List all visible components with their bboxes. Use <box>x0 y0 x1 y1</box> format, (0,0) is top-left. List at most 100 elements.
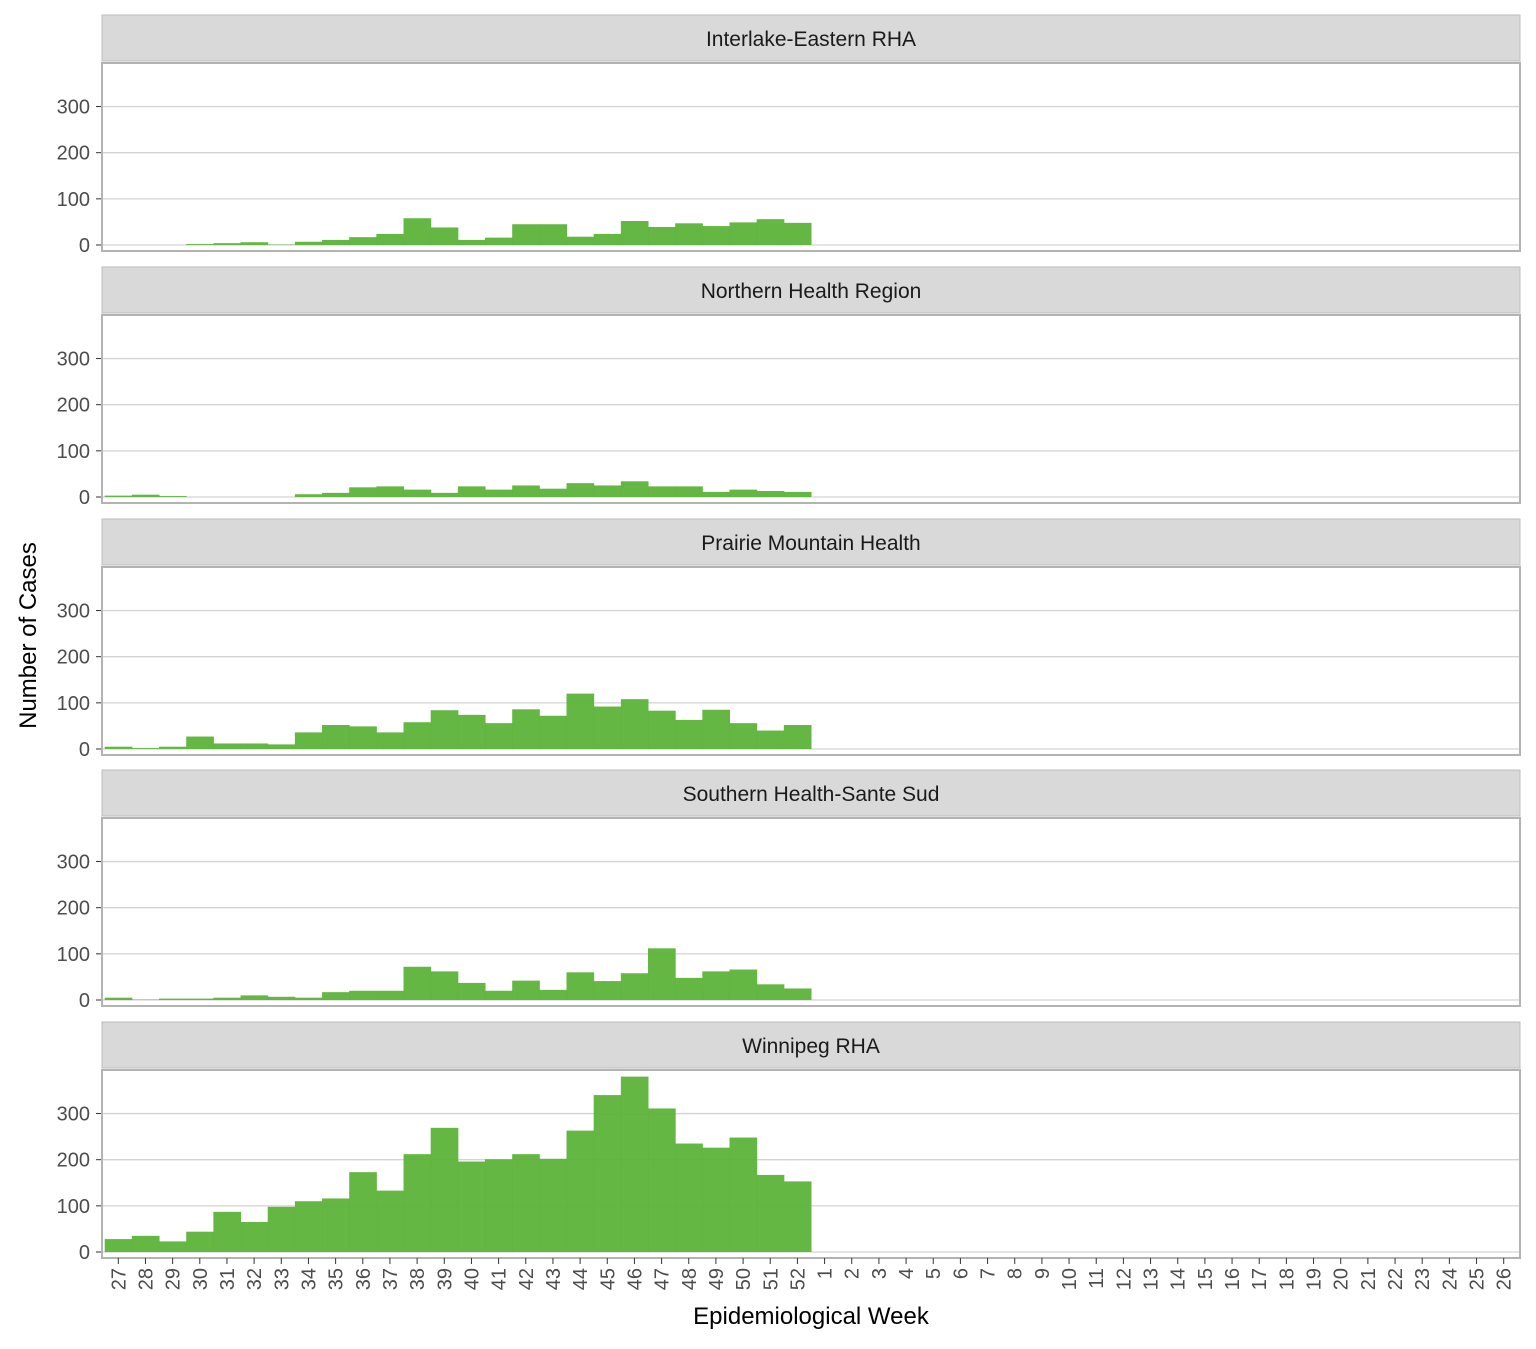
bar <box>295 998 323 1000</box>
bar <box>621 973 649 1000</box>
x-tick-label: 29 <box>163 1268 185 1290</box>
y-axis-title: Number of Cases <box>15 542 42 729</box>
bar <box>512 1154 540 1252</box>
bar <box>730 222 758 245</box>
bar <box>648 711 676 749</box>
bar <box>132 495 160 497</box>
bar <box>186 737 214 749</box>
bar <box>757 491 785 497</box>
x-tick-label: 16 <box>1222 1268 1244 1290</box>
y-tick-label: 200 <box>57 898 90 920</box>
bar <box>431 493 459 497</box>
bar <box>458 1162 486 1252</box>
bar <box>757 219 785 245</box>
bar <box>621 481 649 497</box>
bar <box>594 707 622 749</box>
bar <box>349 991 377 1000</box>
bar <box>376 1191 404 1252</box>
x-tick-label: 24 <box>1439 1268 1461 1290</box>
x-tick-label: 27 <box>108 1268 130 1290</box>
bar <box>730 490 758 497</box>
bar <box>159 747 187 749</box>
x-tick-label: 34 <box>298 1268 320 1290</box>
bar <box>458 715 486 749</box>
bar <box>512 709 540 749</box>
bar <box>268 744 296 749</box>
bar <box>241 743 269 749</box>
bar <box>213 743 241 749</box>
x-tick-label: 3 <box>869 1268 891 1279</box>
bar <box>431 971 459 1000</box>
bar <box>404 967 432 1000</box>
x-tick-label: 23 <box>1412 1268 1434 1290</box>
x-tick-label: 48 <box>679 1268 701 1290</box>
bar <box>702 1148 730 1252</box>
bar <box>567 972 595 1000</box>
bar <box>675 720 703 749</box>
x-tick-label: 32 <box>244 1268 266 1290</box>
x-tick-label: 7 <box>978 1268 1000 1279</box>
bar <box>349 726 377 749</box>
y-tick-label: 0 <box>79 235 90 257</box>
bar <box>730 1138 758 1252</box>
bar <box>295 242 323 245</box>
bar <box>322 493 350 497</box>
y-tick-label: 100 <box>57 693 90 715</box>
x-tick-label: 11 <box>1086 1268 1108 1289</box>
x-tick-label: 5 <box>923 1268 945 1279</box>
x-tick-label: 4 <box>896 1268 918 1279</box>
bar <box>132 1236 160 1252</box>
plot-area <box>102 315 1520 503</box>
bar <box>295 732 323 749</box>
bar <box>567 1131 595 1252</box>
bar <box>322 992 350 1000</box>
x-tick-label: 44 <box>570 1268 592 1290</box>
bar <box>268 1207 296 1252</box>
y-tick-label: 200 <box>57 647 90 669</box>
bar <box>186 244 214 245</box>
bar <box>105 1239 133 1252</box>
bar <box>376 234 404 245</box>
y-tick-label: 100 <box>57 944 90 966</box>
bar <box>648 227 676 245</box>
bar <box>621 699 649 749</box>
y-tick-label: 200 <box>57 1150 90 1172</box>
bar <box>485 1159 513 1252</box>
bar <box>675 223 703 245</box>
bar <box>349 487 377 497</box>
y-tick-label: 0 <box>79 990 90 1012</box>
x-tick-label: 41 <box>489 1268 511 1290</box>
x-tick-label: 42 <box>516 1268 538 1290</box>
bar <box>431 710 459 749</box>
x-tick-label: 26 <box>1494 1268 1516 1290</box>
y-tick-label: 300 <box>57 601 90 623</box>
bar <box>675 486 703 497</box>
x-tick-label: 28 <box>135 1268 157 1290</box>
x-tick-label: 36 <box>353 1268 375 1290</box>
bar <box>730 970 758 1000</box>
bar <box>648 948 676 1000</box>
x-tick-label: 47 <box>652 1268 674 1290</box>
bar <box>485 991 513 1000</box>
facet-title: Prairie Mountain Health <box>701 532 920 555</box>
bar <box>458 983 486 1000</box>
bar <box>349 237 377 245</box>
bar <box>186 999 214 1000</box>
bar <box>159 999 187 1000</box>
x-tick-label: 9 <box>1032 1268 1054 1279</box>
x-tick-label: 39 <box>434 1268 456 1290</box>
bar <box>404 490 432 497</box>
x-tick-label: 14 <box>1168 1268 1190 1290</box>
bar <box>213 243 241 245</box>
bar <box>567 483 595 497</box>
x-axis-title: Epidemiological Week <box>693 1303 930 1330</box>
bar <box>539 224 567 245</box>
bar <box>512 224 540 245</box>
y-tick-label: 300 <box>57 1104 90 1126</box>
x-tick-label: 15 <box>1195 1268 1217 1290</box>
bar <box>784 725 812 749</box>
bar <box>213 1212 241 1252</box>
